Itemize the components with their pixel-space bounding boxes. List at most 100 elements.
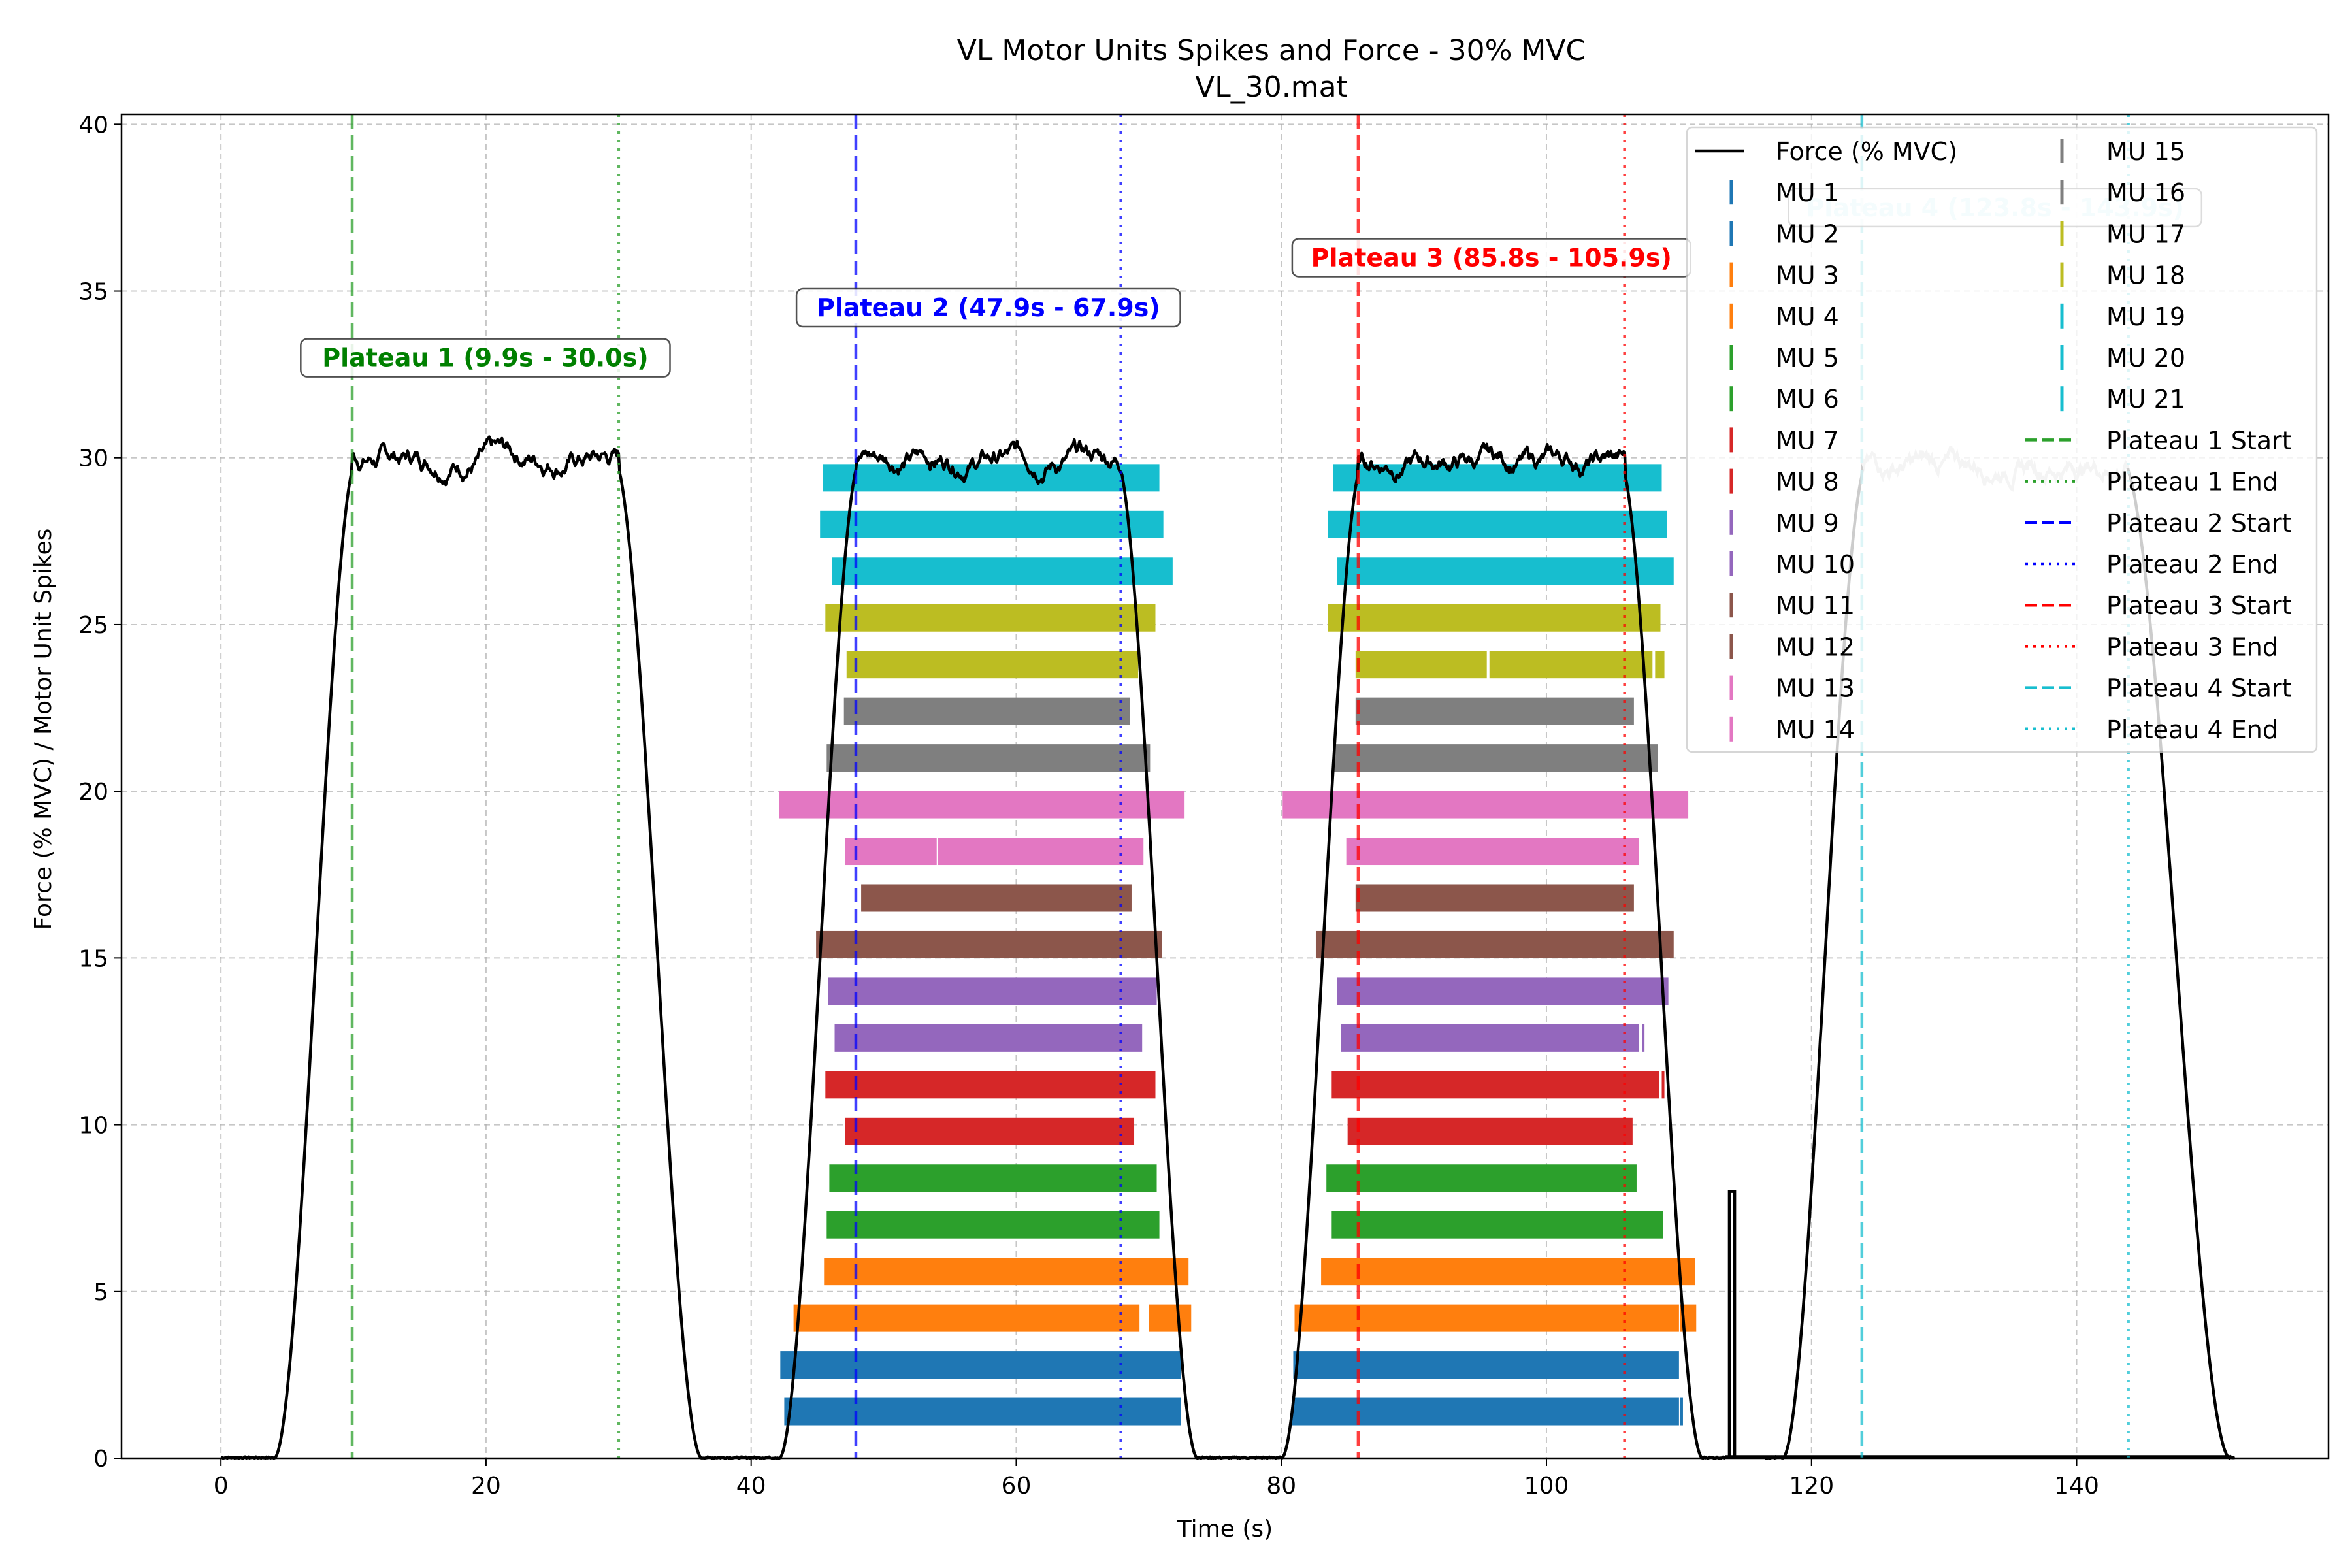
x-tick-label: 20: [471, 1473, 501, 1499]
plateau-label: Plateau 3 (85.8s - 105.9s): [1311, 243, 1672, 272]
mu-spike-block: [1355, 651, 1487, 679]
axes: 0 20 40 60 80 100 120 140 0 5 10 15 20 25 30 35 40: [78, 112, 2330, 1499]
mu-spike-block: [816, 930, 1162, 958]
mu-spike-block: [846, 651, 1139, 679]
legend-label: Plateau 2 Start: [2106, 509, 2292, 538]
mu-spike-block: [1642, 1024, 1645, 1052]
mu-spike-block: [845, 838, 937, 866]
legend-label: MU 12: [1776, 632, 1855, 661]
y-tick-label: 25: [78, 612, 108, 639]
mu-spike-block: [1337, 977, 1669, 1005]
mu-spike-block: [832, 557, 1173, 585]
x-tick-label: 140: [2054, 1473, 2099, 1499]
y-tick-label: 40: [78, 112, 108, 139]
mu-spike-block: [826, 744, 1151, 772]
legend-label: MU 21: [2106, 385, 2185, 414]
mu-spike-block: [820, 510, 1164, 538]
legend-label: MU 19: [2106, 302, 2185, 331]
x-axis-label: Time (s): [1177, 1516, 1273, 1543]
legend-label: MU 4: [1776, 302, 1839, 331]
legend-label: MU 13: [1776, 674, 1855, 703]
mu-spike-block: [1355, 697, 1634, 725]
y-tick-label: 5: [93, 1279, 108, 1306]
legend-label: MU 2: [1776, 220, 1839, 248]
mu-spike-block: [826, 1211, 1160, 1239]
force-trace: [220, 435, 2230, 1460]
legend-label: Plateau 1 End: [2106, 468, 2278, 497]
x-tick-label: 100: [1524, 1473, 1569, 1499]
x-tick-label: 40: [736, 1473, 766, 1499]
plateau-markers: [350, 114, 2130, 1458]
legend-label: MU 11: [1776, 591, 1855, 620]
mu-spike-block: [1321, 1258, 1695, 1286]
legend-label: MU 6: [1776, 385, 1839, 414]
mu-spike-block: [861, 884, 1132, 912]
legend-label: Plateau 3 Start: [2106, 591, 2292, 620]
mu-spike-block: [829, 1164, 1157, 1192]
y-tick-label: 30: [78, 446, 108, 472]
y-tick-label: 20: [78, 779, 108, 806]
mu-spike-block: [1346, 838, 1640, 866]
mu-spike-block: [938, 838, 1144, 866]
legend-label: MU 14: [1776, 715, 1855, 744]
plateau-label: Plateau 1 (9.9s - 30.0s): [322, 344, 648, 372]
mu-spike-block: [779, 791, 1185, 819]
legend-label: MU 17: [2106, 220, 2185, 248]
mu-spike-block: [1328, 510, 1667, 538]
mu-spike-block: [793, 1304, 1140, 1332]
mu-spike-block: [1489, 651, 1653, 679]
legend-label: MU 18: [2106, 261, 2185, 290]
mu-spike-block: [1328, 604, 1661, 632]
mu-spike-block: [1334, 744, 1658, 772]
plateau-label-box: [795, 287, 1181, 328]
legend-label: MU 5: [1776, 344, 1839, 372]
mu-spike-block: [1294, 1304, 1679, 1332]
mu-spike-block: [823, 464, 1160, 492]
legend-label: MU 9: [1776, 509, 1839, 538]
legend-label: MU 3: [1776, 261, 1839, 290]
chart-title: VL Motor Units Spikes and Force - 30% MV…: [957, 34, 1586, 67]
mu-spike-block: [1347, 1117, 1633, 1145]
mu-spike-block: [824, 1258, 1189, 1286]
mu-spike-block: [825, 1071, 1156, 1099]
mu-spike-block: [780, 1351, 1181, 1379]
x-tick-label: 0: [214, 1473, 229, 1499]
axes-frame: [120, 113, 2330, 1460]
legend-label: MU 16: [2106, 178, 2185, 207]
legend-label: Plateau 1 Start: [2106, 426, 2292, 455]
mu-spike-block: [1292, 1397, 1679, 1426]
legend-label: MU 1: [1776, 178, 1839, 207]
mu-spike-block: [1326, 1164, 1637, 1192]
mu-spike-block: [1337, 557, 1674, 585]
legend-label: Plateau 4 Start: [2106, 674, 2292, 703]
legend-label: MU 8: [1776, 468, 1839, 497]
mu-spike-block: [1661, 1071, 1665, 1099]
force-artifact-spike: [1727, 1190, 1737, 1458]
legend-label: Plateau 3 End: [2106, 632, 2278, 661]
legend-label: MU 20: [2106, 344, 2185, 372]
legend-box: [1686, 126, 2318, 753]
legend-label: MU 15: [2106, 137, 2185, 166]
y-tick-label: 10: [78, 1113, 108, 1139]
mu-spike-block: [1331, 1211, 1663, 1239]
mu-spike-block: [1680, 1397, 1683, 1426]
chart-subtitle: VL_30.mat: [1195, 71, 1348, 104]
x-tick-label: 120: [1789, 1473, 1834, 1499]
mu-spike-block: [834, 1024, 1143, 1052]
mu-spike-block: [1282, 791, 1689, 819]
mu-spike-block: [1149, 1304, 1192, 1332]
motor-unit-spike-blocks: [779, 464, 1697, 1426]
legend-label: MU 7: [1776, 426, 1839, 455]
legend-label: Plateau 2 End: [2106, 550, 2278, 579]
mu-spike-block: [1355, 884, 1634, 912]
mu-spike-block: [843, 697, 1130, 725]
mu-spike-block: [1341, 1024, 1640, 1052]
x-tick-label: 60: [1002, 1473, 1032, 1499]
y-tick-label: 0: [93, 1446, 108, 1473]
mu-spike-block: [845, 1117, 1135, 1145]
legend-label: MU 10: [1776, 550, 1855, 579]
y-axis-label: Force (% MVC) / Motor Unit Spikes: [30, 529, 57, 930]
plateau-label-box: [300, 338, 671, 378]
mu-spike-block: [1655, 651, 1665, 679]
